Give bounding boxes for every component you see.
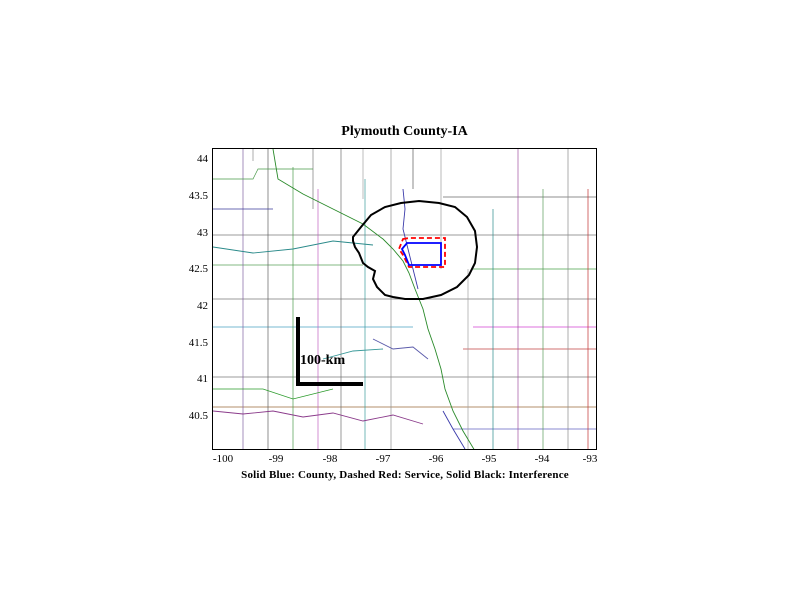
map-caption: Solid Blue: County, Dashed Red: Service,… xyxy=(241,469,569,481)
service-contour xyxy=(397,237,446,268)
y-tick-label: 42 xyxy=(197,300,208,312)
y-tick-label: 40.5 xyxy=(188,410,208,422)
y-tick-label: 44 xyxy=(197,153,208,165)
y-tick-label: 43 xyxy=(197,227,208,239)
x-tick-label: -93 xyxy=(582,453,598,465)
x-tick-label: -99 xyxy=(268,453,284,465)
map-canvas[interactable] xyxy=(213,149,597,450)
x-tick-label: -98 xyxy=(322,453,338,465)
y-tick-label: 41.5 xyxy=(188,337,208,349)
x-tick-label: -96 xyxy=(428,453,444,465)
x-tick-label: -100 xyxy=(212,453,234,465)
map-frame[interactable] xyxy=(212,148,597,450)
scale-bar xyxy=(296,317,363,386)
x-tick-label: -94 xyxy=(534,453,550,465)
scale-bar-label: 100-km xyxy=(300,353,346,368)
y-tick-label: 42.5 xyxy=(188,263,208,275)
county-boundary xyxy=(400,242,442,266)
river-boundaries xyxy=(213,149,475,449)
x-tick-label: -97 xyxy=(375,453,391,465)
county-grid xyxy=(213,149,596,449)
interference-contour xyxy=(352,199,479,300)
y-tick-label: 43.5 xyxy=(188,190,208,202)
y-tick-label: 41 xyxy=(197,373,208,385)
x-tick-label: -95 xyxy=(481,453,497,465)
map-title: Plymouth County-IA xyxy=(341,124,468,139)
